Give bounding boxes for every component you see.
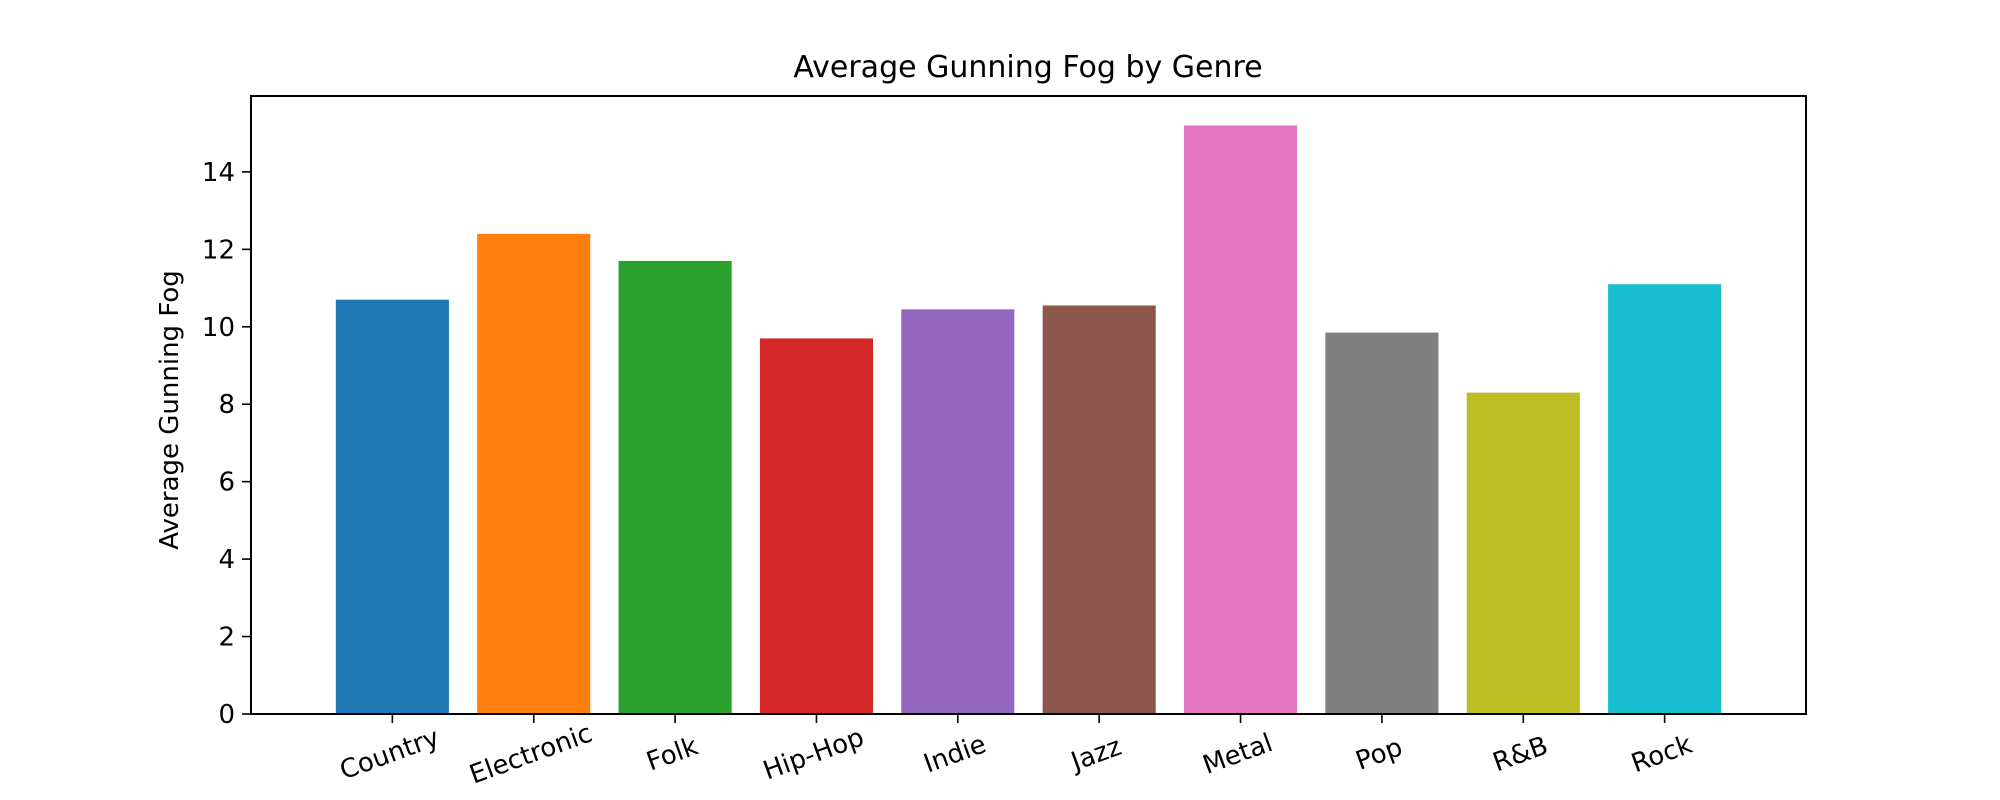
y-axis-ticks: 0 2 4 6 8 10 12 14 (202, 158, 251, 730)
y-tick-label: 0 (218, 700, 235, 730)
bar-metal (1184, 125, 1298, 715)
y-tick-label: 2 (218, 623, 235, 653)
y-tick-label: 10 (202, 313, 235, 343)
chart-title: Average Gunning Fog by Genre (793, 50, 1262, 85)
x-tick-label: R&B (1489, 731, 1552, 778)
y-tick-label: 4 (218, 545, 235, 575)
y-tick-label: 8 (218, 390, 235, 420)
x-tick-label: Jazz (1066, 732, 1126, 778)
bars-group (335, 125, 1722, 715)
x-tick-label: Country (336, 723, 443, 787)
x-axis-ticks: Country Electronic Folk Hip-Hop Indie Jazz Met… (336, 714, 1696, 790)
bar-folk (618, 260, 732, 714)
x-tick-label: Electronic (466, 718, 597, 790)
bar-country (335, 299, 449, 714)
bar-hip-hop (759, 338, 873, 714)
x-tick-label: Rock (1628, 730, 1697, 779)
bar-rock (1608, 284, 1722, 714)
y-tick-label: 14 (202, 158, 235, 188)
bar-indie (901, 309, 1015, 714)
y-axis-label: Average Gunning Fog (155, 270, 185, 550)
bar-pop (1325, 332, 1439, 714)
y-tick-label: 12 (202, 235, 235, 265)
x-tick-label: Indie (920, 729, 990, 779)
bar-electronic (477, 233, 591, 714)
plot-frame (250, 95, 1807, 715)
x-tick-label: Folk (643, 731, 702, 777)
x-tick-label: Pop (1352, 732, 1407, 776)
bar-r-b (1466, 392, 1580, 714)
x-tick-label: Hip-Hop (759, 722, 868, 786)
x-tick-label: Metal (1199, 728, 1277, 781)
bar-jazz (1042, 305, 1156, 714)
y-tick-label: 6 (218, 468, 235, 498)
